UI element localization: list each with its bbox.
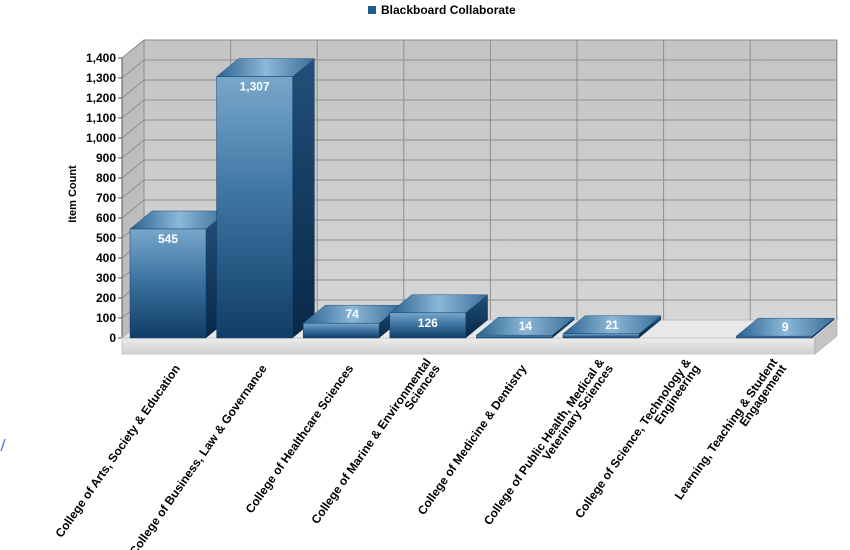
bar-value-label: 74	[346, 307, 360, 321]
x-category-label: College of Business, Law & Governance	[127, 362, 270, 550]
bar	[562, 333, 640, 339]
y-tick-label: 0	[109, 331, 116, 345]
stray-mark	[0, 438, 6, 452]
plot-floor-front	[121, 337, 816, 355]
y-tick-label: 500	[96, 231, 116, 245]
x-category-label-line: Veterinary Sciences	[540, 362, 617, 463]
y-tick-label: 1,200	[86, 91, 116, 105]
legend-swatch	[368, 6, 376, 14]
bar-value-label: 545	[158, 232, 178, 246]
y-tick-label: 100	[96, 311, 116, 325]
y-tick-label: 600	[96, 211, 116, 225]
legend: Blackboard Collaborate	[368, 3, 516, 17]
plot-floor-side	[814, 318, 838, 356]
legend-label: Blackboard Collaborate	[381, 3, 516, 17]
y-tick-label: 1,100	[86, 111, 116, 125]
bar	[302, 322, 380, 339]
bar-value-label: 126	[418, 316, 438, 330]
y-tick-label: 300	[96, 271, 116, 285]
y-tick-label: 800	[96, 171, 116, 185]
bar-value-label: 21	[605, 318, 619, 332]
y-tick-label: 1,000	[86, 131, 116, 145]
x-category-label-line: College of Business, Law & Governance	[127, 362, 270, 550]
bar-side	[552, 317, 575, 338]
bar	[129, 228, 207, 339]
bar-side	[465, 294, 488, 338]
bar	[216, 76, 293, 339]
y-tick-label: 200	[96, 291, 116, 305]
bar-value-label: 1,307	[240, 80, 270, 94]
bar-side	[292, 58, 315, 338]
bar-value-label: 14	[519, 319, 533, 333]
y-tick-label: 400	[96, 251, 116, 265]
bar-side	[639, 315, 661, 338]
y-tick-label: 1,300	[86, 71, 116, 85]
bar	[476, 334, 553, 339]
bar-side	[812, 318, 835, 338]
y-tick-label: 700	[96, 191, 116, 205]
x-category-label-line: College of Marine & Environmental	[308, 356, 433, 527]
bar	[389, 312, 467, 339]
bar	[735, 335, 813, 339]
bar-value-label: 9	[782, 320, 789, 334]
y-tick-label: 900	[96, 151, 116, 165]
y-tick-label: 1,400	[86, 51, 116, 65]
x-category-label: College of Public Health, Medical &Veter…	[481, 355, 617, 527]
